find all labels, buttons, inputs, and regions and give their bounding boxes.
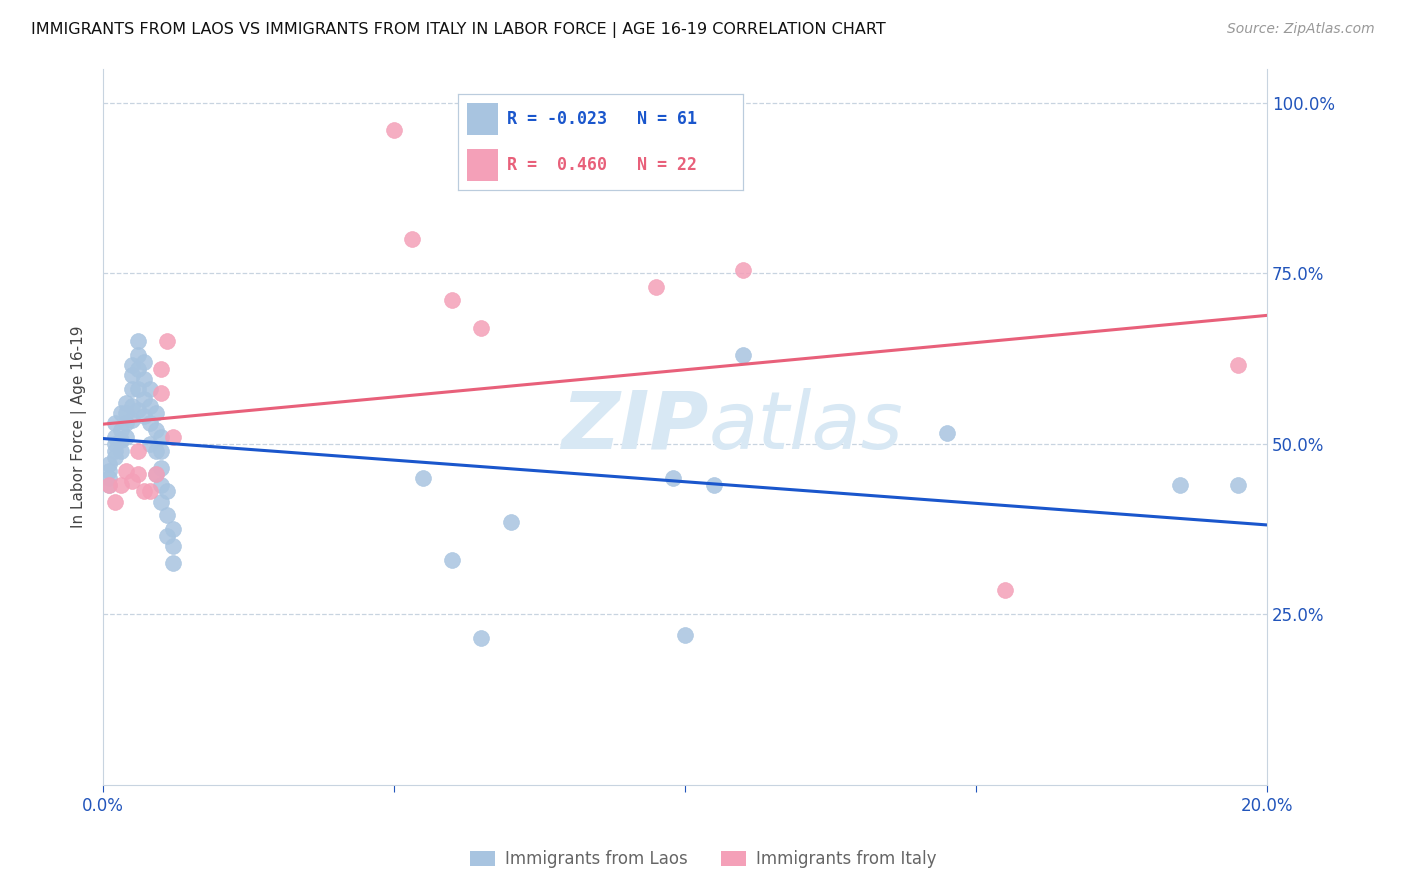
- Text: atlas: atlas: [709, 388, 903, 466]
- Point: [121, 399, 143, 413]
- Point: [382, 123, 405, 137]
- Point: [127, 402, 149, 417]
- Point: [110, 423, 132, 437]
- Point: [145, 467, 167, 482]
- Point: [104, 443, 127, 458]
- Point: [115, 464, 138, 478]
- Point: [121, 368, 143, 383]
- Point: [499, 515, 522, 529]
- Point: [733, 348, 755, 362]
- Point: [139, 416, 162, 430]
- Point: [121, 413, 143, 427]
- Point: [110, 443, 132, 458]
- Point: [156, 484, 179, 499]
- Point: [139, 382, 162, 396]
- Point: [121, 382, 143, 396]
- Point: [132, 392, 155, 407]
- Point: [132, 409, 155, 424]
- Point: [150, 361, 173, 376]
- Y-axis label: In Labor Force | Age 16-19: In Labor Force | Age 16-19: [72, 326, 87, 528]
- Point: [150, 385, 173, 400]
- Point: [156, 529, 179, 543]
- Point: [162, 539, 184, 553]
- Point: [441, 552, 464, 566]
- Point: [470, 320, 492, 334]
- Point: [132, 372, 155, 386]
- Point: [150, 430, 173, 444]
- Text: ZIP: ZIP: [561, 388, 709, 466]
- Point: [145, 423, 167, 437]
- Text: Source: ZipAtlas.com: Source: ZipAtlas.com: [1227, 22, 1375, 37]
- Point: [145, 467, 167, 482]
- Point: [150, 477, 173, 491]
- Point: [673, 628, 696, 642]
- Point: [1226, 477, 1249, 491]
- Point: [994, 583, 1017, 598]
- Point: [703, 477, 725, 491]
- Point: [98, 471, 121, 485]
- Point: [412, 471, 434, 485]
- Legend: Immigrants from Laos, Immigrants from Italy: Immigrants from Laos, Immigrants from It…: [463, 844, 943, 875]
- Point: [733, 262, 755, 277]
- Point: [104, 494, 127, 508]
- Point: [150, 443, 173, 458]
- Point: [139, 484, 162, 499]
- Point: [115, 430, 138, 444]
- Point: [110, 434, 132, 448]
- Point: [127, 382, 149, 396]
- Point: [156, 508, 179, 523]
- Point: [132, 484, 155, 499]
- Point: [104, 430, 127, 444]
- Point: [115, 416, 138, 430]
- Point: [127, 348, 149, 362]
- Point: [127, 361, 149, 376]
- Point: [127, 443, 149, 458]
- Point: [127, 467, 149, 482]
- Point: [98, 477, 121, 491]
- Point: [162, 522, 184, 536]
- Point: [98, 477, 121, 491]
- Point: [104, 450, 127, 465]
- Point: [139, 436, 162, 450]
- Point: [121, 358, 143, 372]
- Point: [110, 477, 132, 491]
- Point: [145, 443, 167, 458]
- Point: [98, 457, 121, 471]
- Point: [139, 399, 162, 413]
- Point: [162, 430, 184, 444]
- Point: [470, 631, 492, 645]
- Point: [662, 471, 685, 485]
- Point: [121, 474, 143, 488]
- Point: [115, 406, 138, 420]
- Point: [150, 460, 173, 475]
- Point: [645, 280, 668, 294]
- Point: [104, 416, 127, 430]
- Point: [162, 556, 184, 570]
- Point: [98, 464, 121, 478]
- Point: [110, 406, 132, 420]
- Point: [132, 355, 155, 369]
- Point: [145, 406, 167, 420]
- Point: [156, 334, 179, 349]
- Point: [441, 293, 464, 308]
- Point: [115, 396, 138, 410]
- Point: [150, 494, 173, 508]
- Point: [1226, 358, 1249, 372]
- Point: [127, 334, 149, 349]
- Text: IMMIGRANTS FROM LAOS VS IMMIGRANTS FROM ITALY IN LABOR FORCE | AGE 16-19 CORRELA: IMMIGRANTS FROM LAOS VS IMMIGRANTS FROM …: [31, 22, 886, 38]
- Point: [104, 436, 127, 450]
- Point: [401, 232, 423, 246]
- Point: [935, 426, 957, 441]
- Point: [1168, 477, 1191, 491]
